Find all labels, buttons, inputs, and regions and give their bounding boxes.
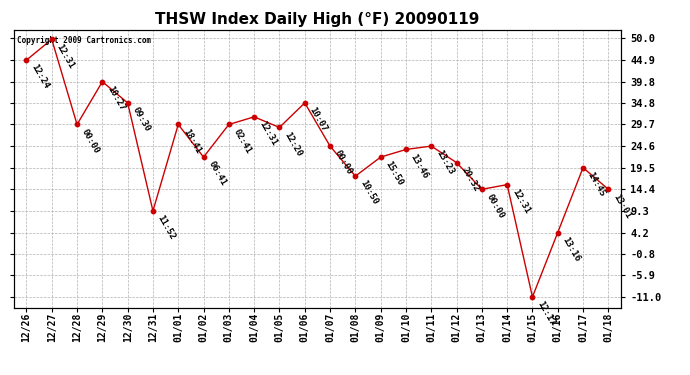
Point [21, 57, 32, 63]
Text: 10:50: 10:50 [358, 179, 380, 207]
Point [578, 165, 589, 171]
Text: 12:31: 12:31 [55, 42, 76, 70]
Text: 15:50: 15:50 [384, 160, 404, 188]
Text: 00:00: 00:00 [80, 127, 101, 155]
Point [451, 160, 462, 166]
Point [350, 173, 361, 179]
Text: 18:41: 18:41 [181, 127, 202, 155]
Point [172, 122, 184, 128]
Text: 14:45: 14:45 [586, 171, 607, 198]
Point [148, 208, 159, 214]
Text: 06:41: 06:41 [206, 160, 228, 188]
Text: 13:01: 13:01 [611, 192, 632, 220]
Text: 00:00: 00:00 [333, 149, 354, 177]
Point [248, 114, 259, 120]
Text: 13:46: 13:46 [408, 152, 430, 180]
Point [552, 230, 563, 236]
Point [375, 154, 386, 160]
Text: 02:41: 02:41 [232, 127, 253, 155]
Point [426, 143, 437, 149]
Point [400, 147, 411, 153]
Point [324, 143, 335, 149]
Point [603, 186, 614, 192]
Point [527, 294, 538, 300]
Point [502, 182, 513, 188]
Point [97, 79, 108, 85]
Point [274, 124, 285, 130]
Text: 12:24: 12:24 [29, 63, 50, 91]
Text: 09:30: 09:30 [130, 106, 152, 134]
Point [198, 154, 209, 160]
Point [476, 186, 487, 192]
Text: 12:20: 12:20 [282, 130, 304, 158]
Text: 12:31: 12:31 [257, 120, 278, 147]
Text: 00:00: 00:00 [484, 192, 506, 220]
Text: 13:16: 13:16 [560, 235, 582, 263]
Point [122, 100, 133, 106]
Point [224, 122, 235, 128]
Text: 20:32: 20:32 [460, 165, 480, 193]
Point [46, 36, 57, 42]
Title: THSW Index Daily High (°F) 20090119: THSW Index Daily High (°F) 20090119 [155, 12, 480, 27]
Text: 10:07: 10:07 [308, 106, 328, 134]
Point [299, 100, 310, 106]
Text: 13:23: 13:23 [434, 149, 455, 177]
Text: Copyright 2009 Cartronics.com: Copyright 2009 Cartronics.com [17, 36, 151, 45]
Point [72, 122, 83, 128]
Text: 12:31: 12:31 [510, 188, 531, 215]
Text: 12:17: 12:17 [535, 300, 556, 327]
Text: 11:52: 11:52 [156, 214, 177, 242]
Text: 10:27: 10:27 [105, 84, 126, 112]
